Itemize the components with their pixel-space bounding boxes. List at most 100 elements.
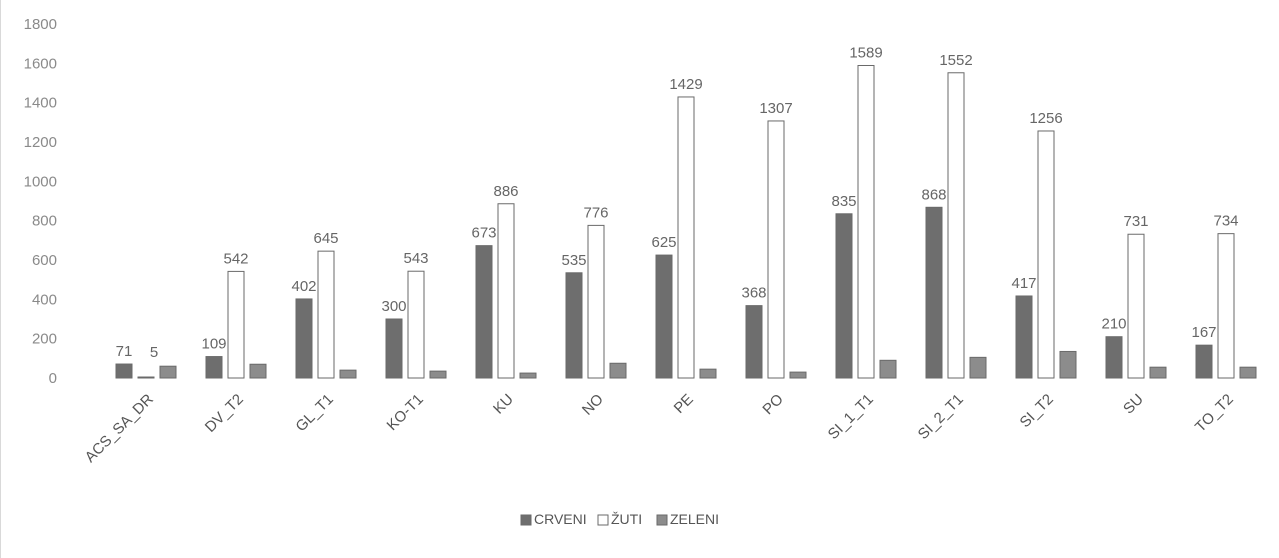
data-label-crveni: 673 bbox=[471, 225, 496, 242]
bar-crveni-su bbox=[1105, 336, 1123, 379]
bar-crveni-po bbox=[745, 305, 763, 379]
x-category-label: DV_T2 bbox=[202, 391, 247, 436]
data-label-zuti: 542 bbox=[223, 250, 248, 267]
y-tick-label: 1200 bbox=[24, 134, 57, 151]
bar-crveni-acs-sa-dr bbox=[115, 363, 133, 379]
bar-crveni-pe bbox=[655, 254, 673, 379]
data-label-zuti: 1429 bbox=[669, 76, 702, 93]
bar-crveni-ko-t1 bbox=[385, 318, 403, 379]
data-label-crveni: 625 bbox=[651, 234, 676, 251]
x-category-label: SI_2_T1 bbox=[915, 391, 967, 443]
bar-zeleni-acs-sa-dr bbox=[159, 365, 177, 379]
data-label-crveni: 402 bbox=[291, 278, 316, 295]
bar-uti-gl-t1 bbox=[317, 250, 335, 379]
data-label-zuti: 543 bbox=[403, 250, 428, 267]
bar-uti-ku bbox=[497, 203, 515, 379]
bar-crveni-dv-t2 bbox=[205, 356, 223, 379]
x-axis: ACS_SA_DR DV_T2 GL_T1 KO-T1 KU NO PE PO SI_1_T1 S… bbox=[82, 391, 1237, 466]
bar-zeleni-no bbox=[609, 362, 627, 379]
x-category-label: PE bbox=[671, 391, 697, 417]
bar-zeleni-to-t2 bbox=[1239, 366, 1257, 379]
y-tick-label: 0 bbox=[49, 370, 57, 387]
data-label-crveni: 167 bbox=[1191, 324, 1216, 341]
data-label-zuti: 734 bbox=[1213, 213, 1238, 230]
data-label-zuti: 1307 bbox=[759, 100, 792, 117]
bar-crveni-si-t2 bbox=[1015, 295, 1033, 379]
bar-zeleni-po bbox=[789, 371, 807, 379]
legend-label: CRVENI bbox=[534, 511, 587, 527]
y-tick-label: 800 bbox=[32, 213, 57, 230]
data-label-crveni: 368 bbox=[741, 285, 766, 302]
data-label-zuti: 1552 bbox=[939, 52, 972, 69]
x-category-label: SI_1_T1 bbox=[825, 391, 877, 443]
y-tick-label: 1400 bbox=[24, 95, 57, 112]
y-tick-label: 600 bbox=[32, 252, 57, 269]
bar-crveni-gl-t1 bbox=[295, 298, 313, 379]
data-label-crveni: 210 bbox=[1101, 316, 1126, 333]
y-tick-label: 1600 bbox=[24, 55, 57, 72]
bar-uti-si-t2 bbox=[1037, 130, 1055, 379]
bar-uti-ko-t1 bbox=[407, 270, 425, 379]
data-label-zuti: 645 bbox=[313, 230, 338, 247]
y-tick-label: 1000 bbox=[24, 173, 57, 190]
data-labels-group: 71 5 109 542 402 645 300 543 673 886 535 776 625 1429… bbox=[116, 44, 1239, 361]
bar-crveni-no bbox=[565, 272, 583, 379]
data-label-zuti: 731 bbox=[1123, 213, 1148, 230]
x-category-label: SU bbox=[1120, 391, 1147, 418]
legend-swatch-crveni bbox=[520, 514, 532, 526]
legend: CRVENI ŽUTI ZELENI bbox=[520, 511, 719, 527]
bar-uti-dv-t2 bbox=[227, 270, 245, 379]
bar-zeleni-pe bbox=[699, 368, 717, 379]
y-tick-label: 400 bbox=[32, 291, 57, 308]
data-label-zuti: 886 bbox=[493, 183, 518, 200]
bar-uti-no bbox=[587, 224, 605, 379]
x-category-label: KO-T1 bbox=[384, 391, 427, 434]
data-label-zuti: 5 bbox=[150, 344, 158, 361]
x-category-label: KU bbox=[490, 391, 517, 418]
data-label-crveni: 300 bbox=[381, 298, 406, 315]
x-category-label: TO_T2 bbox=[1192, 391, 1237, 436]
x-category-label: ACS_SA_DR bbox=[82, 391, 157, 466]
bar-zeleni-dv-t2 bbox=[249, 363, 267, 379]
data-label-zuti: 1589 bbox=[849, 44, 882, 61]
bar-zeleni-ku bbox=[519, 372, 537, 379]
data-label-crveni: 868 bbox=[921, 186, 946, 203]
bar-crveni-ku bbox=[475, 245, 493, 379]
x-category-label: GL_T1 bbox=[292, 391, 336, 435]
bar-zeleni-gl-t1 bbox=[339, 369, 357, 379]
legend-swatch-zeleni bbox=[656, 514, 668, 526]
data-label-crveni: 71 bbox=[116, 343, 133, 360]
legend-label: ŽUTI bbox=[611, 511, 642, 527]
y-tick-label: 1800 bbox=[24, 16, 57, 33]
legend-label: ZELENI bbox=[670, 511, 719, 527]
y-axis: 0 200 400 600 800 1000 1200 1400 1600 1800 bbox=[24, 16, 57, 387]
data-label-crveni: 535 bbox=[561, 252, 586, 269]
bar-uti-si-1-t1 bbox=[857, 64, 875, 379]
bar-zeleni-su bbox=[1149, 366, 1167, 379]
bar-crveni-si-2-t1 bbox=[925, 206, 943, 379]
data-label-zuti: 776 bbox=[583, 204, 608, 221]
bar-uti-si-2-t1 bbox=[947, 72, 965, 379]
data-label-crveni: 835 bbox=[831, 193, 856, 210]
bar-zeleni-si-2-t1 bbox=[969, 356, 987, 379]
x-category-label: PO bbox=[759, 391, 786, 418]
bar-zeleni-si-1-t1 bbox=[879, 359, 897, 379]
bar-uti-pe bbox=[677, 96, 695, 379]
bar-uti-to-t2 bbox=[1217, 233, 1235, 379]
bars-group bbox=[115, 64, 1257, 379]
bar-zeleni-si-t2 bbox=[1059, 350, 1077, 379]
y-tick-label: 200 bbox=[32, 331, 57, 348]
bar-crveni-si-1-t1 bbox=[835, 213, 853, 379]
x-category-label: NO bbox=[579, 391, 607, 419]
data-label-crveni: 417 bbox=[1011, 275, 1036, 292]
bar-uti-su bbox=[1127, 233, 1145, 379]
bar-zeleni-ko-t1 bbox=[429, 370, 447, 379]
x-category-label: SI_T2 bbox=[1017, 391, 1057, 431]
bar-uti-acs-sa-dr bbox=[137, 376, 155, 379]
data-label-crveni: 109 bbox=[201, 336, 226, 353]
bar-crveni-to-t2 bbox=[1195, 344, 1213, 379]
bar-uti-po bbox=[767, 120, 785, 379]
legend-swatch-uti bbox=[597, 514, 609, 526]
